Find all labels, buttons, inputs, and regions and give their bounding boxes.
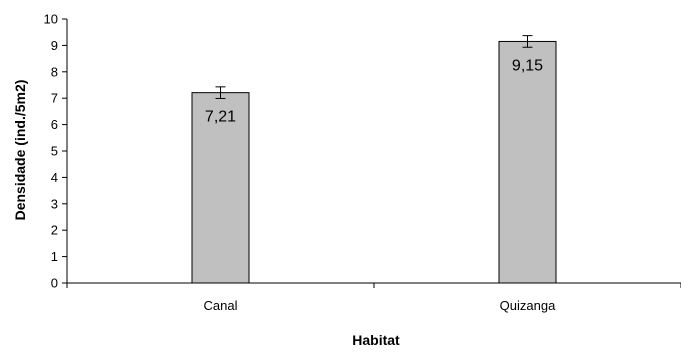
y-tick-label: 6 — [51, 117, 58, 132]
data-label: 9,15 — [512, 57, 543, 74]
y-tick-label: 8 — [51, 64, 58, 79]
y-axis-title: Densidade (ind./5m2) — [12, 80, 28, 221]
y-tick-label: 0 — [51, 276, 58, 291]
y-tick-label: 5 — [51, 144, 58, 159]
y-tick-label: 9 — [51, 38, 58, 53]
error-bar — [522, 35, 533, 48]
y-tick-label: 4 — [51, 170, 58, 185]
y-tick-label: 1 — [51, 249, 58, 264]
x-tick-label: Quizanga — [500, 298, 556, 313]
error-bar — [215, 86, 226, 99]
y-tick-label: 2 — [51, 223, 58, 238]
x-axis-title: Habitat — [352, 332, 400, 348]
axes — [62, 18, 681, 288]
bars — [191, 35, 557, 284]
x-tick-label: Canal — [204, 298, 238, 313]
y-tick-label: 7 — [51, 91, 58, 106]
y-tick-label: 10 — [44, 12, 58, 27]
bar-canal — [191, 92, 250, 284]
bar-quizanga — [498, 40, 557, 284]
y-tick-label: 3 — [51, 196, 58, 211]
labels: 0 1 2 3 4 5 6 7 8 9 10 7,21 Canal 9,15 Quizanga — [44, 12, 557, 314]
data-label: 7,21 — [205, 109, 236, 126]
